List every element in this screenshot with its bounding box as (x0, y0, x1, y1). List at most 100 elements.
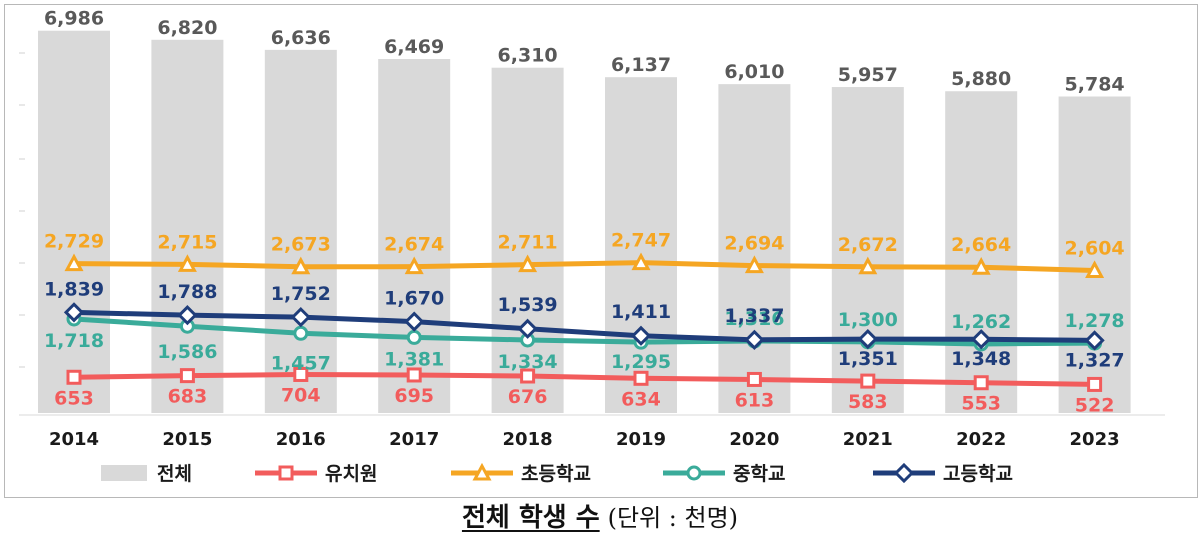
marker-유치원-2015 (179, 368, 195, 384)
x-label-2014: 2014 (49, 429, 99, 450)
x-label-2017: 2017 (389, 429, 439, 450)
label-중학교-2017: 1,381 (384, 348, 444, 370)
bar-label-2014: 6,986 (44, 8, 104, 30)
marker-유치원-2018 (520, 368, 536, 384)
legend-label-중학교: 중학교 (733, 463, 785, 485)
label-고등학교-2020: 1,337 (724, 305, 784, 327)
label-초등학교-2017: 2,674 (384, 234, 444, 256)
x-label-2023: 2023 (1070, 429, 1120, 450)
bar-total-2016 (264, 49, 337, 413)
legend-label-초등학교: 초등학교 (521, 463, 591, 485)
label-유치원-2018: 676 (508, 386, 548, 408)
marker-초등학교-2022 (971, 257, 991, 275)
x-label-2022: 2022 (956, 429, 1006, 450)
x-label-2015: 2015 (162, 429, 212, 450)
marker-초등학교-2021 (858, 256, 878, 275)
marker-고등학교-2017 (404, 311, 425, 332)
bar-label-2017: 6,469 (384, 36, 444, 58)
bar-label-2015: 6,820 (157, 17, 217, 39)
bar-label-2016: 6,636 (271, 27, 331, 49)
label-고등학교-2017: 1,670 (384, 288, 444, 310)
label-유치원-2021: 583 (848, 391, 888, 413)
label-중학교-2016: 1,457 (271, 352, 331, 374)
label-유치원-2014: 653 (54, 387, 94, 409)
line-초등학교 (73, 260, 1095, 274)
label-중학교-2019: 1,295 (611, 351, 671, 373)
legend-marker-초등학교 (472, 462, 492, 481)
marker-중학교-2016 (293, 325, 309, 341)
marker-유치원-2022 (973, 375, 989, 391)
bar-total-2017 (378, 59, 451, 413)
bar-label-2021: 5,957 (838, 64, 898, 86)
marker-고등학교-2018 (517, 318, 538, 339)
bar-total-2022 (945, 91, 1018, 413)
label-초등학교-2021: 2,672 (838, 234, 898, 256)
marker-초등학교-2020 (744, 255, 764, 274)
marker-고등학교-2023 (1084, 330, 1105, 351)
bar-label-2018: 6,310 (498, 45, 558, 67)
bar-total-2023 (1058, 96, 1131, 413)
legend-label-전체: 전체 (157, 463, 192, 485)
label-초등학교-2015: 2,715 (157, 231, 217, 253)
marker-유치원-2019 (633, 370, 649, 386)
label-고등학교-2023: 1,327 (1065, 349, 1125, 371)
marker-고등학교-2021 (857, 328, 878, 350)
line-중학교 (73, 316, 1095, 347)
label-중학교-2014: 1,718 (44, 330, 104, 352)
legend-label-유치원: 유치원 (325, 463, 377, 485)
label-고등학교-2021: 1,351 (838, 348, 898, 370)
label-초등학교-2016: 2,673 (271, 234, 331, 256)
marker-유치원-2014 (66, 369, 82, 385)
label-유치원-2017: 695 (394, 385, 434, 407)
label-유치원-2023: 522 (1075, 394, 1115, 416)
x-label-2020: 2020 (729, 429, 779, 450)
marker-초등학교-2023 (1085, 260, 1105, 279)
marker-고등학교-2022 (971, 329, 992, 350)
marker-중학교-2017 (406, 329, 422, 345)
label-중학교-2023: 1,278 (1065, 310, 1125, 332)
label-유치원-2016: 704 (281, 384, 321, 406)
label-유치원-2019: 634 (621, 388, 661, 410)
marker-유치원-2016 (293, 366, 309, 382)
label-고등학교-2016: 1,752 (271, 283, 331, 305)
marker-유치원-2020 (746, 371, 762, 387)
marker-유치원-2023 (1087, 376, 1103, 392)
label-유치원-2022: 553 (961, 393, 1001, 415)
caption-unit: (단위 : 천명) (607, 504, 739, 532)
marker-초등학교-2018 (518, 254, 538, 273)
chart-frame: 6,986 6,820 6,636 6,469 6,310 6,137 6,010 5,957… (4, 4, 1198, 498)
marker-고등학교-2019 (630, 325, 652, 346)
x-label-2019: 2019 (616, 429, 666, 450)
label-고등학교-2022: 1,348 (951, 348, 1011, 370)
label-초등학교-2022: 2,664 (951, 234, 1011, 256)
marker-초등학교-2014 (64, 253, 84, 272)
label-중학교-2022: 1,262 (951, 311, 1011, 333)
bar-total-2015 (151, 39, 224, 414)
marker-초등학교-2016 (291, 256, 311, 275)
label-중학교-2018: 1,334 (498, 351, 558, 373)
bar-total-2014 (38, 30, 110, 413)
bar-total-2020 (718, 84, 791, 413)
legend-label-고등학교: 고등학교 (943, 463, 1013, 485)
caption-title: 전체 학생 수 (461, 503, 600, 533)
legend-marker-고등학교 (893, 462, 915, 484)
marker-고등학교-2015 (177, 305, 198, 326)
label-초등학교-2023: 2,604 (1065, 238, 1125, 260)
marker-유치원-2017 (406, 367, 422, 383)
marker-고등학교-2014 (63, 302, 85, 323)
student-count-chart: 6,986 6,820 6,636 6,469 6,310 6,137 6,010 5,957… (19, 8, 1165, 485)
label-고등학교-2019: 1,411 (611, 301, 671, 323)
label-고등학교-2018: 1,539 (498, 294, 558, 316)
label-초등학교-2018: 2,711 (498, 232, 558, 254)
label-중학교-2015: 1,586 (157, 341, 217, 363)
bar-label-2020: 6,010 (724, 61, 784, 83)
label-고등학교-2014: 1,839 (44, 278, 104, 300)
marker-고등학교-2016 (290, 307, 311, 328)
marker-유치원-2021 (860, 373, 876, 389)
marker-초등학교-2019 (631, 252, 651, 271)
label-초등학교-2020: 2,694 (724, 233, 784, 255)
label-초등학교-2019: 2,747 (611, 230, 671, 252)
bar-label-2023: 5,784 (1065, 73, 1125, 95)
label-고등학교-2015: 1,788 (157, 281, 217, 303)
label-중학교-2021: 1,300 (838, 309, 898, 331)
